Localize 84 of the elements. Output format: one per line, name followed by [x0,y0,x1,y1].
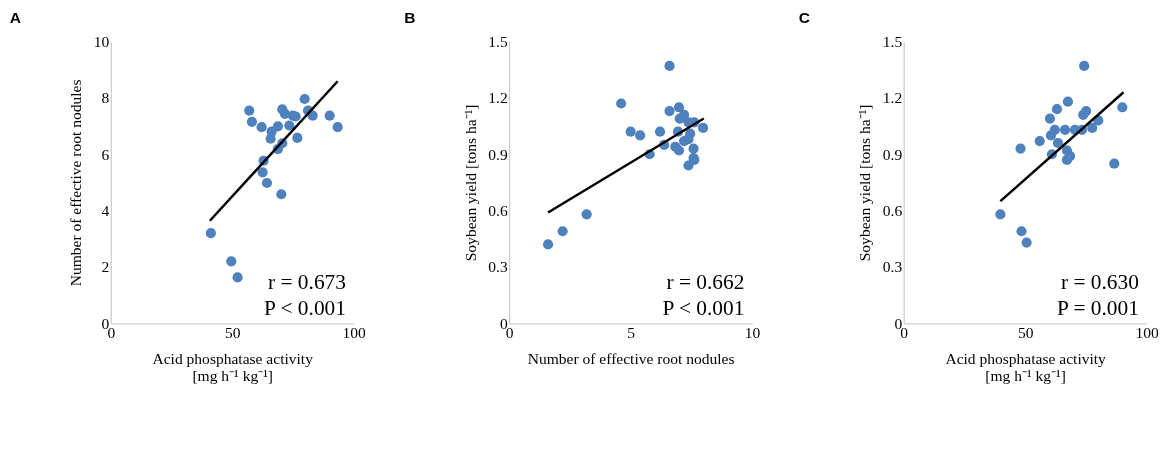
point [226,256,237,267]
point [261,177,273,189]
point [673,145,685,156]
y-tick-label: 0.3 [488,258,508,276]
annotation: P < 0.001 [662,295,745,320]
point [1016,226,1027,237]
y-tick-label: 0.9 [882,145,903,163]
point [299,93,310,105]
point [1087,122,1098,134]
point [542,239,554,250]
point [664,105,675,117]
x-tick-label: 10 [744,324,761,342]
y-tick-label: 8 [101,89,110,107]
point [232,272,243,283]
point [1034,136,1045,147]
point [324,110,335,121]
point [265,133,276,144]
point [616,98,627,109]
y-tick-label: 10 [93,32,110,50]
y-tick-label: 1.2 [882,89,903,107]
x-tick-label: 100 [1135,324,1159,342]
point [1061,154,1073,165]
point [292,132,303,143]
point [1044,113,1056,124]
point [683,160,694,171]
point [332,122,343,133]
y-axis-title: Number of effective root nodules [67,79,85,287]
point [205,228,216,239]
point [1021,237,1032,248]
point [635,130,646,141]
point [1062,96,1074,107]
point [1045,130,1056,141]
x-axis-title: Number of effective root nodules [527,349,735,367]
y-tick-label: 4 [101,201,110,219]
y-axis-title: Soybean yield [tons ha⁻¹] [461,104,479,262]
point [654,126,666,137]
point [1109,158,1120,169]
y-tick-label: 1.5 [488,32,508,50]
annotation: P = 0.001 [1056,295,1139,320]
point [244,105,255,116]
point [625,126,636,137]
x-axis-title: Acid phosphatase activity [mg h⁻¹ kg⁻¹] [945,349,1107,385]
y-tick-label: 2 [101,258,110,276]
chart-title: A [9,9,21,27]
point [1015,143,1026,154]
y-tick-label: 0.6 [882,201,903,219]
chart-title: B [404,9,416,27]
point [284,120,295,131]
point [664,60,675,72]
x-axis-title: Acid phosphatase activity [mg h⁻¹ kg⁻¹] [152,349,314,385]
y-tick-label: 6 [101,145,110,163]
point [688,143,699,154]
point [673,102,685,113]
point [246,116,258,127]
point [1117,102,1128,113]
point [1078,109,1089,120]
point [581,209,592,220]
point [1059,124,1071,135]
point [697,122,709,134]
annotation: r = 0.630 [1060,270,1139,295]
annotation: P < 0.001 [264,295,346,320]
point [256,122,267,133]
annotation: r = 0.662 [666,270,745,295]
y-tick-label: 0.9 [488,145,508,163]
point [1079,60,1090,72]
x-tick-label: 50 [1017,324,1034,342]
point [1052,137,1064,149]
y-tick-label: 1.2 [488,89,508,107]
y-tick-label: 1.5 [882,32,903,50]
point [276,189,287,200]
y-axis-title: Soybean yield [tons ha⁻¹] [856,104,874,262]
point [557,226,568,237]
point [272,121,284,132]
y-tick-label: 0.6 [488,201,508,219]
x-tick-label: 5 [627,324,636,342]
point [1051,104,1063,115]
annotation: r = 0.673 [268,270,346,295]
x-tick-label: 50 [224,324,241,342]
y-tick-label: 0.3 [882,258,903,276]
chart-title: C [798,9,810,27]
point [257,167,268,178]
point [995,209,1006,220]
point [678,109,690,120]
x-tick-label: 100 [342,324,367,342]
